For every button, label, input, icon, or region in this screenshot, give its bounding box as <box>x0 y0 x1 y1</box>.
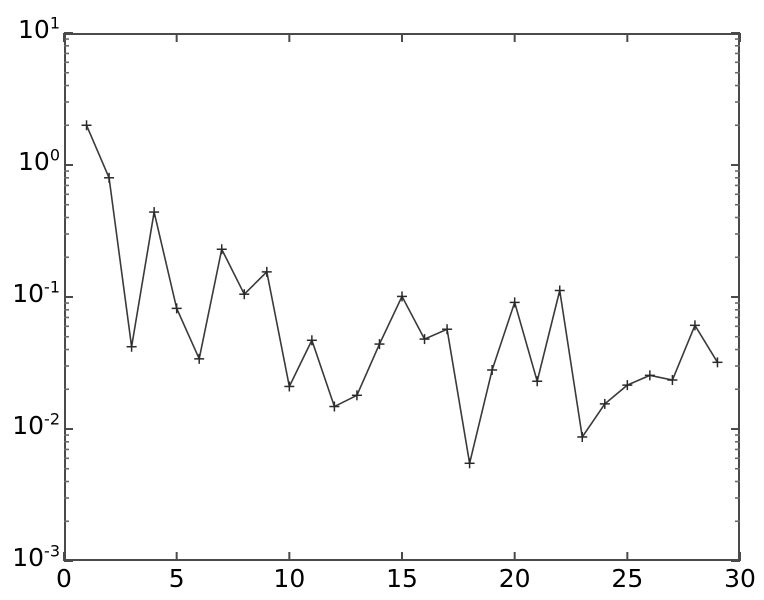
x-tick-label-3: 15 <box>386 564 418 593</box>
x-tick-label-5: 25 <box>611 564 644 593</box>
y-axis-ticks <box>64 32 740 562</box>
y-tick-label-4: 10-3 <box>12 541 60 572</box>
y-tick-mantissa: 10 <box>12 279 45 308</box>
y-tick-exponent: 0 <box>49 145 60 165</box>
x-tick-label-0: 0 <box>56 564 72 593</box>
y-tick-mantissa: 10 <box>18 15 50 44</box>
y-tick-label-1: 100 <box>18 145 60 176</box>
data-markers <box>81 120 723 469</box>
y-tick-label-3: 10-2 <box>12 409 60 440</box>
x-tick-label-6: 30 <box>724 564 756 593</box>
y-tick-label-2: 10-1 <box>12 277 60 308</box>
y-tick-mantissa: 10 <box>12 411 45 440</box>
y-tick-mantissa: 10 <box>12 543 45 572</box>
y-tick-exponent: -3 <box>44 541 60 561</box>
x-tick-label-1: 5 <box>168 564 185 593</box>
y-tick-exponent: -1 <box>44 277 60 297</box>
y-tick-mantissa: 10 <box>18 147 50 176</box>
y-tick-label-0: 101 <box>18 13 60 44</box>
y-tick-exponent: -2 <box>44 409 60 429</box>
x-tick-label-2: 10 <box>273 564 306 593</box>
x-axis-ticks <box>63 33 741 561</box>
x-tick-label-4: 20 <box>498 564 531 593</box>
y-tick-exponent: 1 <box>49 13 60 33</box>
